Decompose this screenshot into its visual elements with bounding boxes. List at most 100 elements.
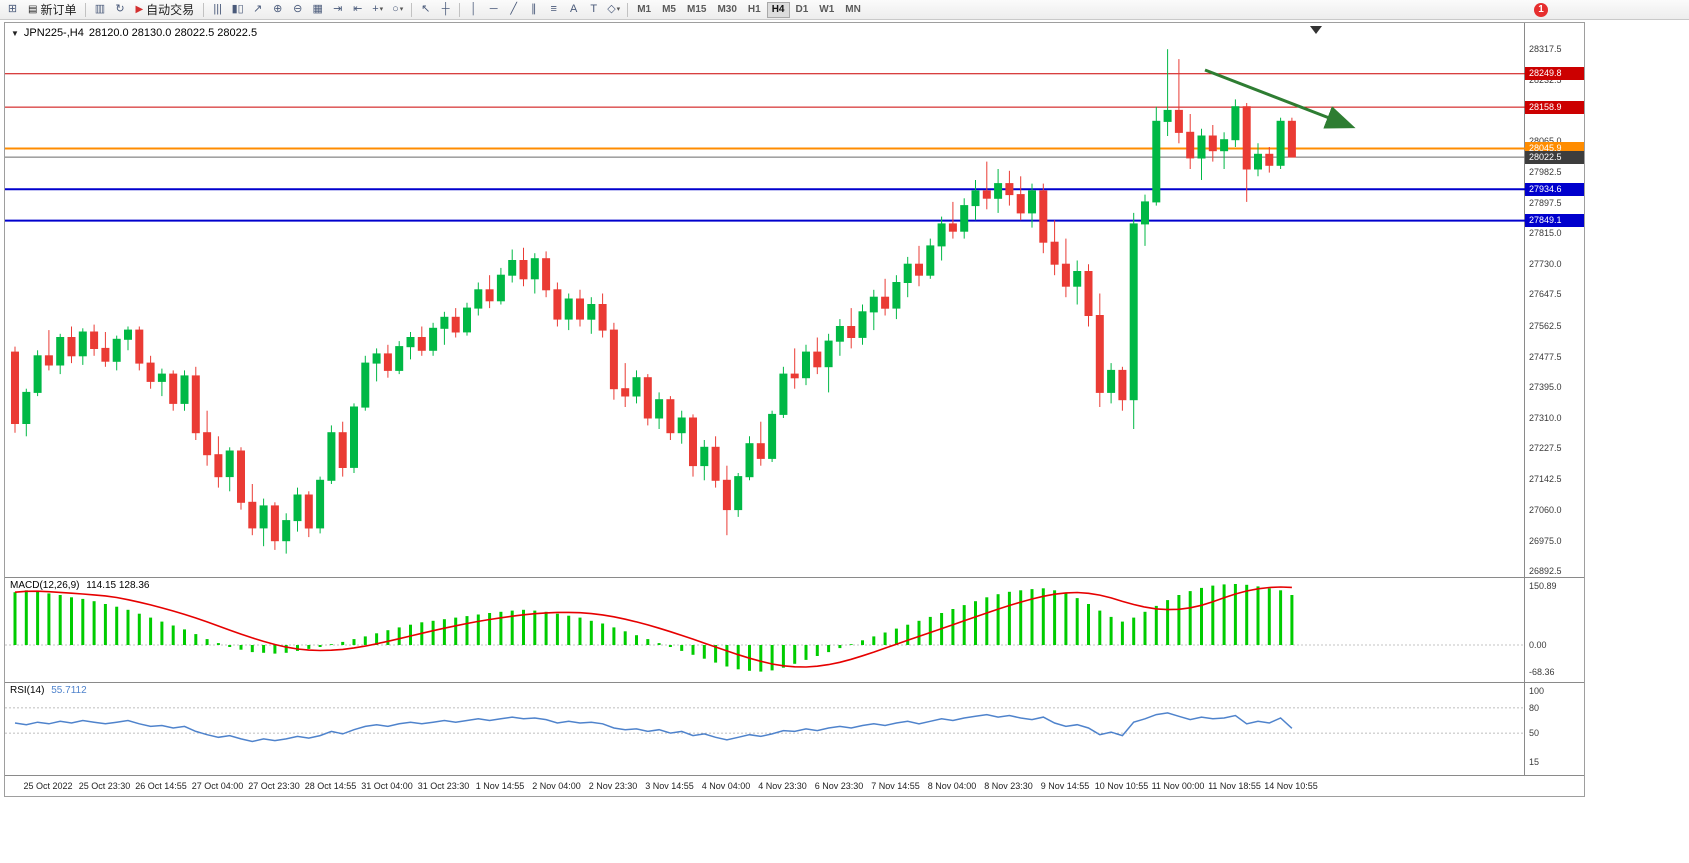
timeframe-h1[interactable]: H1 bbox=[747, 3, 761, 15]
time-axis-label: 27 Oct 04:00 bbox=[191, 781, 244, 791]
main-toolbar: ⊞ ▤ 新订单 ▥ ↻ ▶ 自动交易 ||| ▮▯ ↗ ⊕ ⊖ ▦ ⇥ ⇤ + … bbox=[0, 0, 1689, 20]
time-axis[interactable]: 25 Oct 2022 25 Oct 23:30 26 Oct 14:55 27 Oc… bbox=[5, 775, 1525, 796]
auto-trading-button[interactable]: ▶ 自动交易 bbox=[130, 1, 199, 18]
price-scale-label: 27897.5 bbox=[1529, 197, 1562, 208]
price-scale-label: 27730.0 bbox=[1529, 259, 1562, 270]
time-axis-label: 10 Nov 10:55 bbox=[1094, 781, 1149, 791]
price-scale-label: 26975.0 bbox=[1529, 535, 1562, 546]
time-axis-row: 25 Oct 2022 25 Oct 23:30 26 Oct 14:55 27 Oc… bbox=[5, 775, 1584, 796]
zoom-out-icon[interactable]: ⊖ bbox=[293, 3, 303, 15]
shape-icon: ◇ bbox=[607, 3, 616, 15]
price-level-badge: 28022.5 bbox=[1525, 150, 1584, 164]
time-axis-label: 7 Nov 14:55 bbox=[871, 781, 920, 791]
chart-window: ▼ JPN225-,H4 28120.0 28130.0 28022.5 280… bbox=[4, 22, 1585, 797]
indicators-icon[interactable]: + ▾ bbox=[368, 1, 387, 18]
notifications-badge[interactable]: 1 bbox=[1534, 2, 1548, 17]
text-label-icon[interactable]: T bbox=[590, 3, 598, 15]
vertical-line-icon[interactable]: │ bbox=[470, 3, 478, 15]
time-axis-label: 8 Nov 23:30 bbox=[984, 781, 1033, 791]
time-axis-label: 25 Oct 2022 bbox=[23, 781, 73, 791]
toolbar-separator bbox=[459, 2, 461, 17]
fibonacci-icon[interactable]: ≡ bbox=[550, 3, 557, 15]
price-level-badge: 27849.1 bbox=[1525, 214, 1584, 228]
shift-marker-icon bbox=[1310, 26, 1322, 34]
horizontal-line-icon[interactable]: ─ bbox=[489, 3, 498, 15]
macd-chart[interactable]: MACD(12,26,9) 114.15 128.36 bbox=[5, 578, 1525, 682]
rsi-scale-label: 100 bbox=[1529, 686, 1545, 697]
macd-values: 114.15 128.36 bbox=[86, 580, 150, 591]
macd-scale[interactable]: 150.89 0.00 -68.36 bbox=[1525, 578, 1584, 682]
toolbar-separator bbox=[411, 2, 413, 17]
line-chart-icon[interactable]: ↗ bbox=[253, 3, 263, 15]
macd-scale-label: 150.89 bbox=[1529, 581, 1557, 592]
new-order-label: 新订单 bbox=[40, 3, 77, 17]
rsi-label: RSI(14) 55.7112 bbox=[10, 685, 87, 696]
toolbar-separator bbox=[627, 2, 629, 17]
chart-menu-icon[interactable]: ▼ bbox=[11, 28, 19, 38]
chevron-down-icon: ▾ bbox=[399, 6, 404, 13]
time-axis-label: 1 Nov 14:55 bbox=[475, 781, 525, 791]
candlestick-chart[interactable]: ▼ JPN225-,H4 28120.0 28130.0 28022.5 280… bbox=[5, 23, 1525, 577]
auto-trading-icon: ▶ bbox=[135, 3, 144, 15]
price-level-badge: 28249.8 bbox=[1525, 67, 1584, 81]
timeframe-m1[interactable]: M1 bbox=[637, 3, 652, 15]
timeframe-m5[interactable]: M5 bbox=[662, 3, 676, 15]
periods-clock-icon[interactable]: ○ ▾ bbox=[388, 1, 407, 18]
new-order-button[interactable]: ▤ 新订单 bbox=[23, 1, 81, 18]
time-axis-label: 11 Nov 18:55 bbox=[1208, 781, 1261, 791]
refresh-icon[interactable]: ↻ bbox=[115, 3, 125, 15]
order-icon: ▤ bbox=[28, 3, 38, 15]
charts-icon[interactable]: ▥ bbox=[94, 3, 106, 15]
price-scale-label: 27395.0 bbox=[1529, 381, 1562, 392]
timeframe-h4[interactable]: H4 bbox=[766, 1, 790, 18]
chevron-down-icon: ▾ bbox=[616, 6, 621, 13]
timeframe-mn[interactable]: MN bbox=[845, 3, 861, 15]
main-panel: ▼ JPN225-,H4 28120.0 28130.0 28022.5 280… bbox=[5, 23, 1584, 577]
symbol-period-label: JPN225-,H4 bbox=[23, 27, 84, 39]
zoom-in-icon[interactable]: ⊕ bbox=[273, 3, 283, 15]
time-axis-label: 8 Nov 04:00 bbox=[927, 781, 977, 791]
price-level-badge: 28158.9 bbox=[1525, 100, 1584, 114]
tile-windows-icon[interactable]: ▦ bbox=[312, 3, 323, 15]
price-scale-label: 27060.0 bbox=[1529, 504, 1562, 515]
rsi-scale[interactable]: 100 80 50 15 bbox=[1525, 683, 1584, 775]
timeframe-w1[interactable]: W1 bbox=[819, 3, 835, 15]
price-level-badge: 27934.6 bbox=[1525, 182, 1584, 196]
rsi-scale-label: 80 bbox=[1529, 702, 1540, 713]
macd-name: MACD(12,26,9) bbox=[10, 580, 80, 591]
macd-svg bbox=[5, 584, 1525, 672]
trendline-icon[interactable]: ╱ bbox=[510, 3, 517, 15]
new-chart-icon[interactable]: ⊞ bbox=[7, 3, 18, 15]
indicators-plus-icon: + bbox=[372, 3, 379, 15]
time-axis-label: 11 Nov 00:00 bbox=[1151, 781, 1205, 791]
auto-scroll-icon[interactable]: ⇥ bbox=[333, 3, 343, 15]
time-axis-label: 25 Oct 23:30 bbox=[78, 781, 131, 791]
channel-icon[interactable]: ∥ bbox=[530, 3, 537, 15]
rsi-chart[interactable]: RSI(14) 55.7112 bbox=[5, 683, 1525, 775]
shapes-icon[interactable]: ◇ ▾ bbox=[604, 1, 623, 18]
macd-label: MACD(12,26,9) 114.15 128.36 bbox=[10, 580, 149, 591]
axis-corner bbox=[1525, 775, 1584, 796]
chart-shift-icon[interactable]: ⇤ bbox=[353, 3, 363, 15]
trend-arrow-annotation bbox=[1204, 68, 1356, 129]
timeframe-d1[interactable]: D1 bbox=[795, 3, 809, 15]
crosshair-icon[interactable]: ┼ bbox=[441, 3, 450, 15]
candlestick-icon[interactable]: ▮▯ bbox=[231, 3, 244, 15]
price-scale[interactable]: 28317.528232.528150.028065.027982.527897… bbox=[1525, 23, 1584, 577]
bar-chart-icon[interactable]: ||| bbox=[213, 3, 222, 15]
time-axis-label: 31 Oct 04:00 bbox=[361, 781, 413, 791]
price-scale-label: 27142.5 bbox=[1529, 474, 1562, 485]
cursor-icon[interactable]: ↖ bbox=[421, 3, 431, 15]
time-axis-label: 14 Nov 10:55 bbox=[1264, 781, 1318, 791]
timeframe-m15[interactable]: M15 bbox=[687, 3, 707, 15]
text-tool-icon[interactable]: A bbox=[570, 3, 578, 15]
time-axis-label: 4 Nov 04:00 bbox=[701, 781, 751, 791]
rsi-panel: RSI(14) 55.7112 100 80 50 15 bbox=[5, 682, 1584, 775]
time-axis-label: 4 Nov 23:30 bbox=[758, 781, 807, 791]
price-scale-label: 27982.5 bbox=[1529, 166, 1562, 177]
price-scale-label: 28065.0 bbox=[1529, 136, 1562, 146]
price-scale-label: 26892.5 bbox=[1529, 565, 1562, 576]
time-axis-label: 2 Nov 04:00 bbox=[532, 781, 581, 791]
clock-icon: ○ bbox=[392, 3, 399, 15]
timeframe-m30[interactable]: M30 bbox=[717, 3, 737, 15]
